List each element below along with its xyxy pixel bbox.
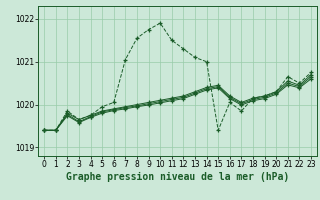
X-axis label: Graphe pression niveau de la mer (hPa): Graphe pression niveau de la mer (hPa) [66,172,289,182]
